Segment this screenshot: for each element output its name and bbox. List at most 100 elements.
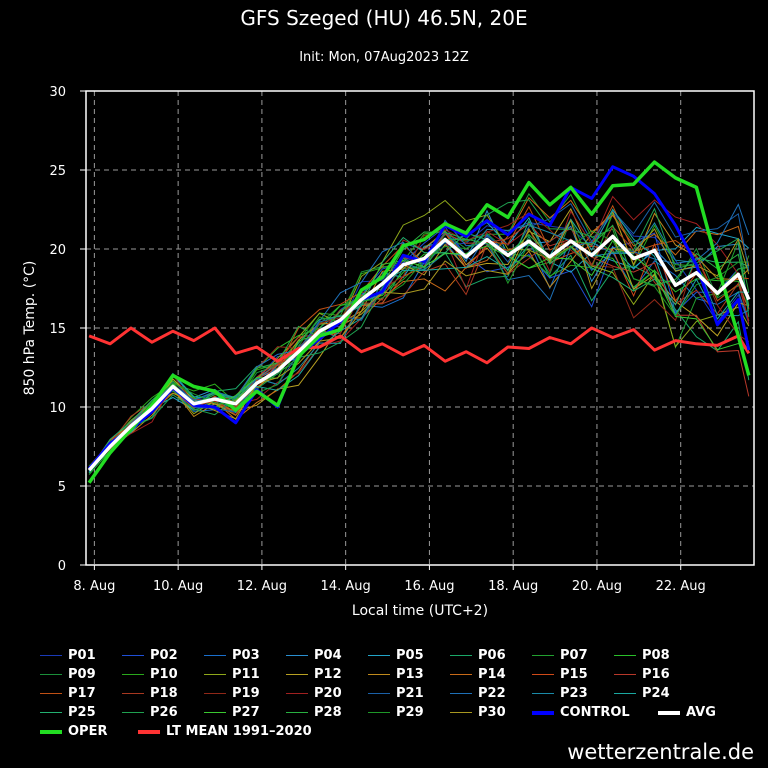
series-line-oper — [87, 160, 751, 484]
legend-item: P06 — [450, 648, 506, 666]
legend-label: P11 — [232, 667, 260, 682]
legend-swatch — [40, 729, 62, 734]
legend-label: P01 — [68, 648, 96, 663]
series-line-control — [87, 165, 751, 470]
legend-swatch — [122, 712, 144, 713]
legend-label: P18 — [150, 686, 178, 701]
perturbation-lines — [88, 192, 750, 475]
legend-item: OPER — [40, 724, 107, 742]
x-axis-label: Local time (UTC+2) — [352, 603, 488, 619]
legend-label: P08 — [642, 648, 670, 663]
legend-item: P15 — [532, 667, 588, 685]
legend-label: P22 — [478, 686, 506, 701]
legend-swatch — [286, 693, 308, 694]
legend-swatch — [122, 674, 144, 675]
legend-label: P14 — [478, 667, 506, 682]
series-line-p23 — [88, 222, 750, 471]
legend-swatch — [614, 674, 636, 675]
legend-swatch — [614, 655, 636, 656]
y-axis: 0 5 10 15 20 25 30 — [49, 85, 86, 574]
y-tick-label: 30 — [49, 85, 66, 100]
ensemble-chart: 0 5 10 15 20 25 30 8. Aug 10. Aug 12. Aug 14. Aug… — [22, 85, 755, 619]
legend-label: P20 — [314, 686, 342, 701]
legend-item: P20 — [286, 686, 342, 704]
legend-label: P02 — [150, 648, 178, 663]
legend-item: P24 — [614, 686, 670, 704]
legend-label: P30 — [478, 705, 506, 720]
legend-item: P19 — [204, 686, 260, 704]
legend-label: P26 — [150, 705, 178, 720]
legend-label: P23 — [560, 686, 588, 701]
series-line-p24 — [88, 208, 749, 473]
series-line-p26 — [88, 199, 750, 470]
legend-item: P16 — [614, 667, 670, 685]
x-tick-label: 8. Aug — [73, 579, 115, 594]
legend-item: P12 — [286, 667, 342, 685]
legend-swatch — [40, 693, 62, 694]
legend-label: LT MEAN 1991–2020 — [166, 724, 312, 739]
y-tick-label: 5 — [58, 480, 66, 495]
legend-label: P06 — [478, 648, 506, 663]
y-tick-label: 0 — [58, 559, 66, 574]
legend-item: P25 — [40, 705, 96, 723]
legend-item: P01 — [40, 648, 96, 666]
legend-swatch — [532, 710, 554, 715]
legend-swatch — [368, 712, 390, 713]
legend-item: P11 — [204, 667, 260, 685]
legend-label: P28 — [314, 705, 342, 720]
legend-swatch — [122, 655, 144, 656]
legend-swatch — [138, 729, 160, 734]
series-line-p13 — [88, 210, 750, 471]
x-tick-label: 22. Aug — [656, 579, 706, 594]
legend-item: P29 — [368, 705, 424, 723]
chart-subtitle: Init: Mon, 07Aug2023 12Z — [299, 50, 469, 65]
legend-item: P07 — [532, 648, 588, 666]
legend-item: AVG — [658, 705, 716, 723]
legend-label: P15 — [560, 667, 588, 682]
x-tick-label: 14. Aug — [321, 579, 371, 594]
series-line-ltmean — [88, 326, 751, 365]
legend-swatch — [450, 655, 472, 656]
legend-label: P25 — [68, 705, 96, 720]
legend-swatch — [286, 712, 308, 713]
legend-item: P10 — [122, 667, 178, 685]
y-tick-label: 15 — [49, 322, 66, 337]
legend-swatch — [204, 655, 226, 656]
legend-label: OPER — [68, 724, 108, 739]
legend-label: P12 — [314, 667, 342, 682]
y-tick-label: 25 — [49, 164, 66, 179]
legend-label: CONTROL — [560, 705, 630, 720]
credit: wetterzentrale.de — [567, 740, 754, 764]
legend-swatch — [450, 693, 472, 694]
legend-swatch — [286, 655, 308, 656]
chart-title: GFS Szeged (HU) 46.5N, 20E — [240, 6, 528, 30]
main-lines — [87, 160, 751, 484]
x-tick-label: 18. Aug — [488, 579, 538, 594]
legend-label: AVG — [686, 705, 716, 720]
legend-item: P27 — [204, 705, 260, 723]
legend-swatch — [286, 674, 308, 675]
y-axis-label: 850 hPa Temp. (°C) — [22, 261, 38, 396]
legend-item: P28 — [286, 705, 342, 723]
legend-swatch — [40, 712, 62, 713]
legend-item: CONTROL — [532, 705, 630, 723]
series-line-avg — [87, 234, 751, 472]
x-tick-label: 20. Aug — [572, 579, 622, 594]
legend-swatch — [450, 712, 472, 713]
legend-label: P16 — [642, 667, 670, 682]
legend-label: P09 — [68, 667, 96, 682]
legend-swatch — [368, 655, 390, 656]
legend-item: P05 — [368, 648, 424, 666]
series-line-p14 — [88, 196, 750, 471]
x-tick-label: 10. Aug — [153, 579, 203, 594]
legend-swatch — [658, 710, 680, 715]
legend-swatch — [532, 693, 554, 694]
series-line-p08 — [88, 238, 750, 474]
legend-item: P30 — [450, 705, 506, 723]
legend-item: P18 — [122, 686, 178, 704]
x-tick-label: 16. Aug — [404, 579, 454, 594]
legend-label: P04 — [314, 648, 342, 663]
legend-label: P17 — [68, 686, 96, 701]
x-tick-label: 12. Aug — [237, 579, 287, 594]
legend-item: P21 — [368, 686, 424, 704]
